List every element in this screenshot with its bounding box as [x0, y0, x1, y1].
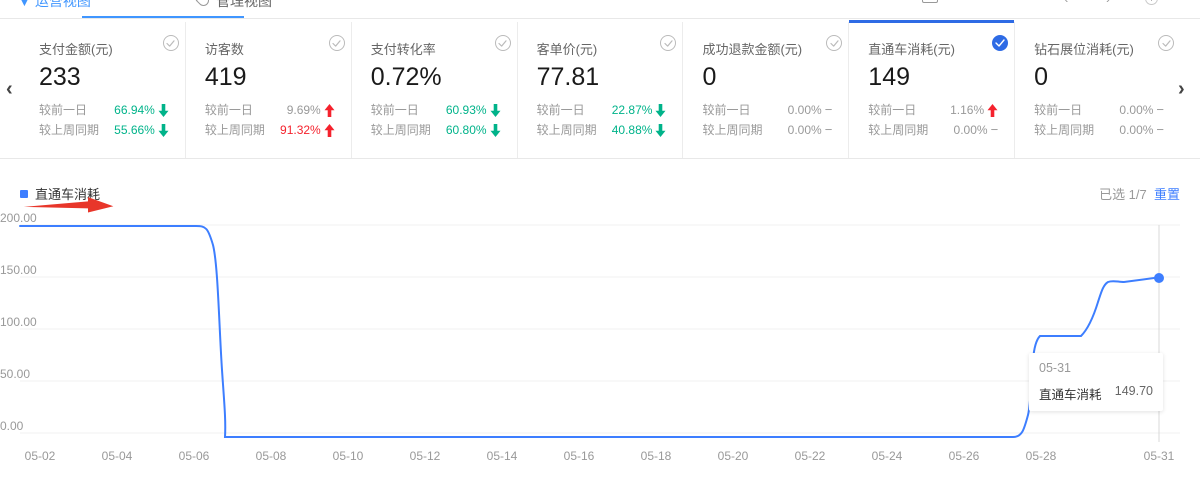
svg-text:05-12: 05-12 [410, 449, 441, 463]
svg-text:05-08: 05-08 [256, 449, 287, 463]
svg-text:05-26: 05-26 [949, 449, 980, 463]
svg-text:150.00: 150.00 [0, 263, 37, 277]
svg-text:50.00: 50.00 [0, 367, 30, 381]
svg-text:05-02: 05-02 [25, 449, 56, 463]
svg-text:05-24: 05-24 [872, 449, 903, 463]
svg-text:05-22: 05-22 [795, 449, 826, 463]
svg-text:05-04: 05-04 [102, 449, 133, 463]
svg-text:100.00: 100.00 [0, 315, 37, 329]
svg-text:05-10: 05-10 [333, 449, 364, 463]
svg-text:05-16: 05-16 [564, 449, 595, 463]
svg-text:05-20: 05-20 [718, 449, 749, 463]
svg-text:05-31: 05-31 [1144, 449, 1175, 463]
svg-text:05-14: 05-14 [487, 449, 518, 463]
svg-text:05-28: 05-28 [1026, 449, 1057, 463]
svg-text:0.00: 0.00 [0, 419, 24, 433]
svg-text:05-18: 05-18 [641, 449, 672, 463]
svg-text:05-06: 05-06 [179, 449, 210, 463]
